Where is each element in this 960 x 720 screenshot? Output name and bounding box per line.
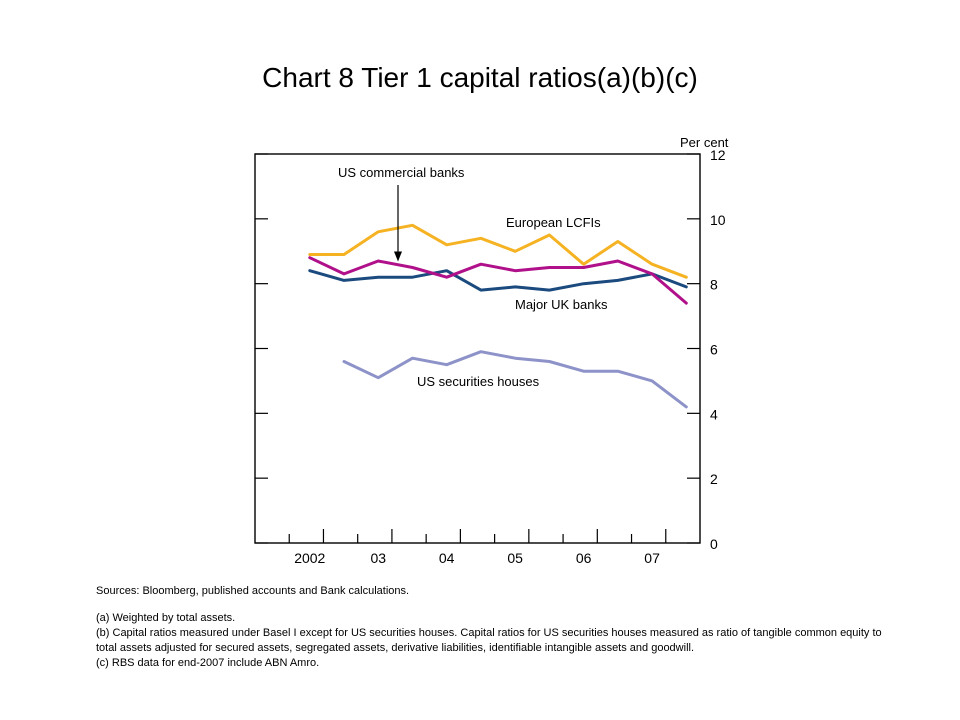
unit-label: Per cent [680,135,729,150]
x-tick-label: 06 [576,550,592,566]
sources-note: Sources: Bloomberg, published accounts a… [96,585,410,597]
series-line-3 [308,256,688,305]
series-line-1 [308,223,688,279]
series-label-3: Major UK banks [515,297,608,312]
footnote-c: (c) RBS data for end-2007 include ABN Am… [96,657,320,669]
y-tick-label: 10 [710,212,726,228]
annotation-layer: US commercial banks European LCFIs Major U… [338,165,608,389]
chart-notes: Sources: Bloomberg, published accounts a… [96,584,896,671]
y-tick-label: 6 [710,342,718,358]
chart-title: Chart 8 Tier 1 capital ratios(a)(b)(c) [262,62,698,93]
series-label-1: US commercial banks [338,165,465,180]
x-tick-label: 03 [370,550,386,566]
y-tick-label: 0 [710,536,718,552]
x-tick-label: 07 [644,550,660,566]
series-line-2 [308,269,688,292]
footnote-a: (a) Weighted by total assets. [96,612,236,624]
x-tick-label: 04 [439,550,455,566]
footnote-b: (b) Capital ratios measured under Basel … [96,627,882,654]
series-line-4 [342,350,688,409]
y-tick-label: 4 [710,406,718,422]
x-tick-label: 2002 [294,550,325,566]
series-label-4: US securities houses [417,374,540,389]
y-tick-label: 2 [710,471,718,487]
y-tick-label: 8 [710,277,718,293]
plot-frame [254,153,701,544]
series-label-2: European LCFIs [506,215,601,230]
x-tick-label: 05 [507,550,523,566]
y-tick-label: 12 [710,147,726,163]
series-layer [308,223,688,409]
annotation-arrow-head [394,251,402,262]
